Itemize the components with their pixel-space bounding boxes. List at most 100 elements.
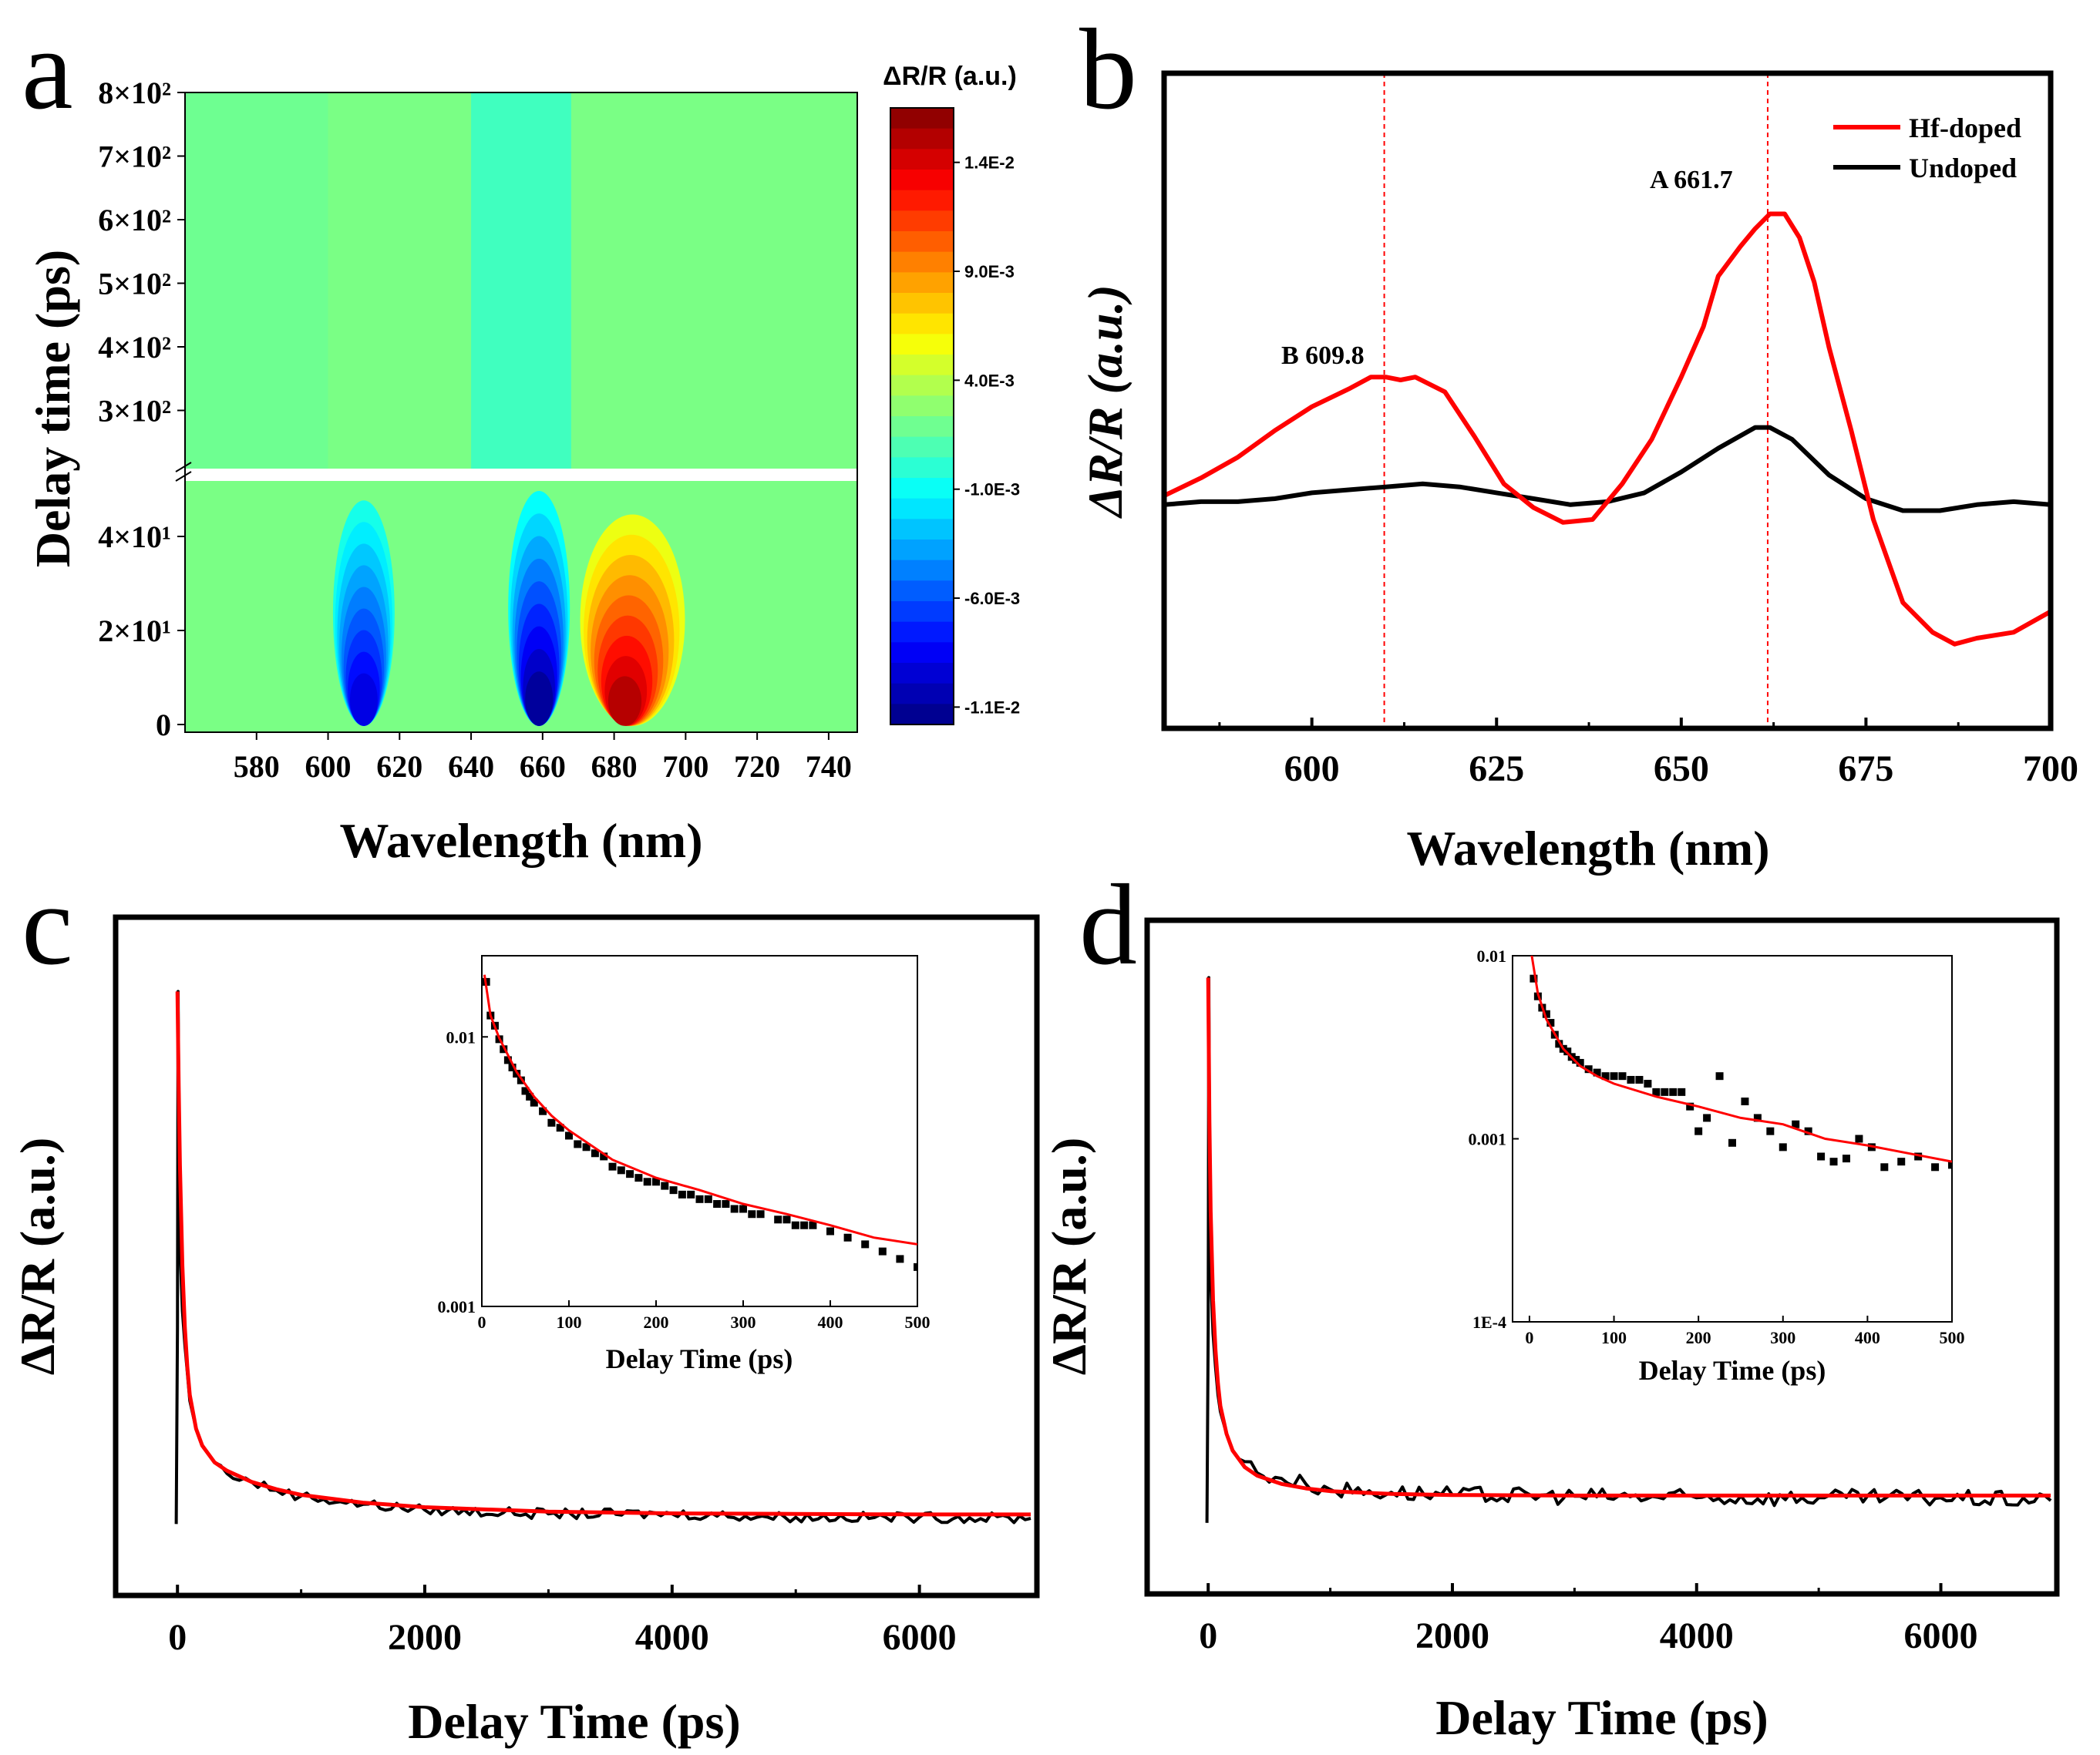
inset-x-tick-label-c: 300 [731,1313,756,1332]
inset-x-tick-label-c: 500 [905,1313,931,1332]
spectrum-x-tick-label: 675 [1838,748,1893,789]
inset-data-point-c [739,1205,747,1213]
heatmap-contour-2-9 [525,671,554,726]
heatmap-x-tick-label: 580 [234,749,280,784]
inset-data-point-d [1829,1158,1838,1166]
spectrum-x-tick-label: 600 [1284,748,1340,789]
colorbar-segment [890,498,954,520]
colorbar-segment [890,128,954,150]
inset-data-point-d [1686,1102,1694,1111]
inset-frame-d [1512,955,1953,1323]
inset-data-point-d [1526,937,1533,945]
inset-x-tick-label-d: 0 [1525,1328,1533,1347]
inset-x-tick-label-d: 100 [1601,1328,1627,1347]
panel-label-c: c [22,861,73,989]
decay-x-label-d: Delay Time (ps) [1435,1690,1768,1745]
colorbar-title: ΔR/R (a.u.) [883,62,1017,91]
colorbar-segment [890,375,954,397]
spectrum-x-label: Wavelength (nm) [1406,821,1769,876]
decay-x-tick-label-c: 4000 [635,1617,709,1658]
inset-data-point-c [517,1076,525,1084]
inset-data-point-c [704,1195,712,1203]
inset-data-point-c [756,1210,765,1219]
colorbar-segment [890,190,954,212]
heatmap-x-tick-label: 660 [520,749,566,784]
panel-d: 0 2000 4000 6000 Delay Time (ps) ΔR/R (a.u.… [1042,917,2060,1745]
decay-y-label-d: ΔR/R (a.u.) [1042,1138,1096,1376]
inset-data-point-c [539,1107,547,1115]
colorbar-segment [890,293,954,314]
colorbar-segment [890,170,954,191]
inset-data-point-c [591,1149,599,1158]
inset-data-point-c [503,1056,512,1064]
panel-label-a: a [22,5,73,133]
decay-x-label-c: Delay Time (ps) [408,1694,740,1749]
inset-data-point-d [1817,1152,1826,1161]
inset-plot-c [482,974,917,1271]
heatmap-upper-band [471,92,571,478]
inset-data-point-c [774,1215,782,1224]
inset-data-point-c [722,1200,730,1209]
inset-data-point-c [508,1063,517,1071]
inset-data-point-d [1715,1072,1724,1081]
inset-data-point-d [1914,1152,1923,1161]
inset-data-point-d [1842,1155,1850,1163]
inset-data-point-d [1728,1138,1736,1147]
annotation-b-peak: B 609.8 [1281,341,1365,370]
decay-frame-c [113,914,1040,1599]
inset-data-point-d [1576,1058,1584,1067]
colorbar-segment [890,704,954,725]
colorbar-frame [890,107,954,725]
decay-x-ticks-d: 0 2000 4000 6000 [1199,1583,1978,1656]
undoped-line [1164,425,2051,513]
decay-fit-line-c [175,991,1031,1517]
inset-data-point-d [1546,1019,1555,1027]
inset-data-point-c [556,1124,564,1132]
decay-x-tick-label-c: 0 [168,1617,187,1658]
heatmap-y-tick-label: 8×10² [98,76,171,110]
inset-data-point-d [1572,1056,1580,1064]
legend-label-hf: Hf-doped [1909,113,2021,143]
colorbar-tick-label: -1.1E-2 [964,698,1020,717]
panel-a: 580 600 620 640 660 680 700 720 740 0 2×10¹ 4×10¹ 3… [25,62,1020,868]
inset-y-tick-label-d: 1E-4 [1472,1313,1506,1332]
decay-frame-d [1144,917,2060,1597]
colorbar-segment [890,519,954,540]
colorbar-segment [890,231,954,253]
legend-label-undoped: Undoped [1909,153,2017,183]
spectrum-x-tick-label: 625 [1469,748,1524,789]
decay-x-tick-label-c: 6000 [883,1617,957,1658]
spectrum-x-tick-label: 650 [1654,748,1709,789]
inset-data-point-d [1703,1114,1711,1122]
colorbar-segment [890,210,954,232]
decay-x-tick-label-d: 4000 [1660,1615,1734,1656]
axis-break-mark-1 [175,462,192,472]
colorbar-segment [890,642,954,664]
colorbar-segment [890,540,954,561]
heatmap-plot [185,92,857,732]
decay-x-tick-label-d: 0 [1199,1615,1217,1656]
heatmap-y-tick-label: 7×10² [98,140,171,174]
inset-plot-d [1526,937,1952,1172]
colorbar-segment [890,395,954,417]
decay-data-line-d [1205,976,2052,1523]
inset-data-point-c [600,1152,608,1161]
inset-data-point-c [574,1140,582,1148]
heatmap-x-tick-label: 620 [376,749,422,784]
heatmap-upper-left-band [185,92,328,478]
colorbar-segment [890,149,954,170]
inset-data-point-d [1635,1075,1644,1084]
inset-y-tick-label-d: 0.01 [1477,946,1507,966]
inset-data-point-d [1694,1127,1703,1135]
inset-data-point-c [652,1178,660,1186]
inset-data-point-c [547,1118,556,1127]
colorbar-segment [890,621,954,644]
heatmap-y-tick-label: 3×10² [98,394,171,429]
inset-x-tick-label-c: 0 [478,1313,486,1332]
inset-data-point-c [914,1262,917,1271]
spectrum-legend: Hf-doped Undoped [1833,113,2021,183]
heatmap-frame [184,92,858,733]
decay-fit-line-d [1206,977,2051,1498]
colorbar-segment [890,478,954,499]
inset-data-point-d [1627,1075,1635,1084]
